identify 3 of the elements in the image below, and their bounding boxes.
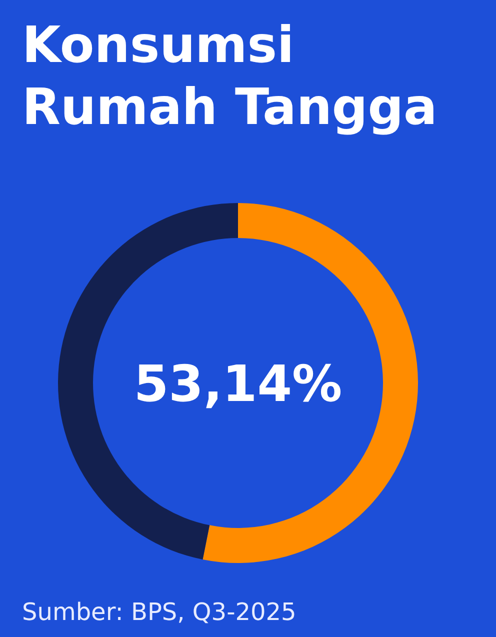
text: Sumber: BPS, Q3-2025 xyxy=(22,598,296,626)
chart-title: Konsumsi Rumah Tangga xyxy=(22,16,438,136)
text: 53,14% xyxy=(134,355,342,413)
